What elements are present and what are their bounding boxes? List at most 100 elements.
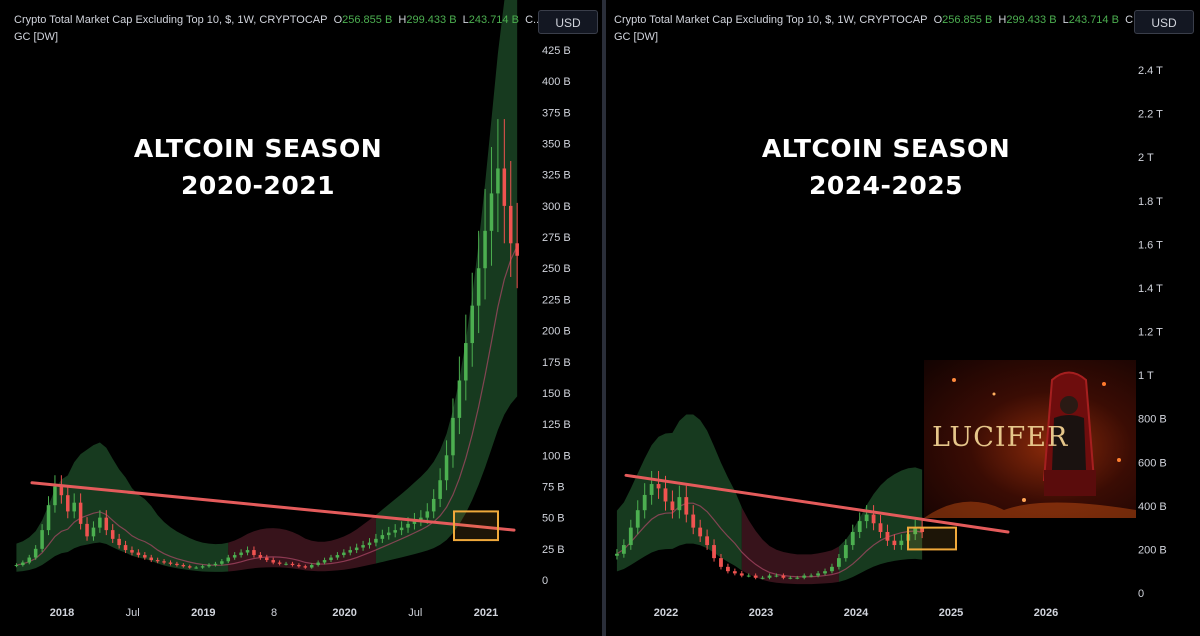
- currency-button[interactable]: USD: [1134, 10, 1194, 34]
- chart-svg-left[interactable]: 425 B 400 B 375 B 350 B 325 B 300 B 275 B 250 B…: [0, 0, 602, 636]
- candle-body: [830, 566, 834, 572]
- candle-body: [451, 417, 455, 456]
- poster-art: [924, 371, 1136, 518]
- chart-pane-right[interactable]: 2.4 T 2.2 T 2 T 1.8 T 1.6 T 1.4 T 1.2 T 1 T 800 …: [606, 0, 1200, 636]
- candle-body: [200, 566, 205, 568]
- candle-body: [864, 514, 869, 522]
- candle-body: [40, 530, 44, 549]
- candle-body: [802, 575, 807, 578]
- candle-body: [489, 193, 494, 231]
- legend-title: Crypto Total Market Cap Excluding Top 10…: [14, 14, 328, 26]
- candle-body: [684, 497, 689, 515]
- y-tick-label: 1.6 T: [1138, 239, 1163, 251]
- y-tick-label: 150 B: [542, 388, 571, 400]
- y-tick-label: 1.8 T: [1138, 196, 1163, 208]
- legend-open: 256.855 B: [342, 14, 393, 26]
- breakout-highlight-box: [907, 526, 957, 551]
- candle-body: [329, 557, 333, 561]
- candle-body: [284, 563, 288, 565]
- y-tick-label: 600 B: [1138, 457, 1167, 469]
- y-tick-label: 0: [542, 575, 548, 587]
- pane-divider[interactable]: [602, 0, 606, 636]
- candle-body: [367, 542, 372, 546]
- legend-indicator[interactable]: GC [DW]: [614, 31, 658, 43]
- candle-body: [361, 545, 365, 548]
- resistance-trendline: [624, 473, 1010, 534]
- candle-body: [297, 565, 301, 567]
- candle-body: [123, 545, 128, 551]
- chart-svg-right[interactable]: 2.4 T 2.2 T 2 T 1.8 T 1.6 T 1.4 T 1.2 T 1 T 800 …: [606, 0, 1200, 636]
- candle-body: [753, 575, 758, 578]
- candle-body: [419, 517, 423, 521]
- candle-body: [348, 550, 353, 553]
- candle-body: [322, 560, 327, 563]
- candle-body: [265, 557, 269, 561]
- y-tick-label: 125 B: [542, 419, 571, 431]
- y-tick-label: 25 B: [542, 544, 565, 556]
- candle-body: [843, 545, 848, 559]
- currency-button[interactable]: USD: [538, 10, 598, 34]
- y-tick-label: 1.4 T: [1138, 283, 1163, 295]
- candle-body: [496, 168, 500, 194]
- candle-body: [788, 577, 793, 579]
- y-tick-label: 425 B: [542, 45, 571, 57]
- y-tick-label: 2.4 T: [1138, 65, 1163, 77]
- candle-body: [258, 555, 263, 558]
- candle-body: [46, 505, 51, 531]
- candle-body: [232, 555, 237, 558]
- candle-body: [663, 488, 668, 502]
- candle-body: [213, 563, 218, 566]
- y-tick-label: 175 B: [542, 357, 571, 369]
- y-tick-label: 2 T: [1138, 152, 1154, 164]
- legend-left: Crypto Total Market Cap Excluding Top 10…: [14, 14, 543, 43]
- candle-body: [781, 575, 786, 578]
- channel-band-green: [375, 0, 518, 564]
- candle-body: [816, 573, 820, 576]
- y-tick-label: 75 B: [542, 481, 565, 493]
- y-tick-label: 200 B: [1138, 544, 1167, 556]
- candle-body: [464, 343, 468, 381]
- legend-low: 243.714 B: [468, 14, 519, 26]
- candle-body: [14, 565, 19, 567]
- candle-body: [635, 510, 640, 528]
- candle-body: [892, 540, 897, 546]
- candle-body: [732, 571, 737, 574]
- candle-body: [72, 502, 76, 512]
- candle-body: [920, 527, 925, 532]
- chart-pane-left[interactable]: 425 B 400 B 375 B 350 B 325 B 300 B 275 B 250 B…: [0, 0, 602, 636]
- candle-body: [656, 484, 661, 489]
- candle-body: [642, 494, 647, 511]
- y-tick-label: 400 B: [542, 76, 571, 88]
- candle-body: [277, 562, 282, 564]
- candle-body: [149, 557, 153, 561]
- resistance-trendline: [30, 481, 516, 532]
- breakout-highlight-box: [453, 510, 499, 542]
- candle-body: [85, 523, 89, 537]
- candle-body: [899, 540, 904, 546]
- candle-body: [117, 538, 121, 546]
- candle-body: [698, 527, 703, 537]
- candle-body: [271, 560, 275, 563]
- candle-body: [502, 168, 507, 206]
- candle-body: [760, 577, 765, 579]
- y-tick-label: 300 B: [542, 201, 571, 213]
- channel-midline: [616, 502, 923, 578]
- legend-high: 299.433 B: [406, 14, 457, 26]
- x-tick-label: 2020: [332, 607, 356, 619]
- legend-indicator[interactable]: GC [DW]: [14, 31, 58, 43]
- lucifer-poster-image: LUCIFER: [924, 360, 1136, 518]
- x-tick-label: 2018: [50, 607, 74, 619]
- x-tick-label: Jul: [126, 607, 140, 619]
- candle-body: [393, 530, 397, 533]
- candle-body: [136, 552, 141, 556]
- candle-body: [412, 520, 417, 524]
- candle-body: [220, 561, 224, 564]
- y-tick-label: 200 B: [542, 326, 571, 338]
- candle-body: [457, 380, 462, 418]
- candle-body: [104, 517, 109, 531]
- candle-body: [374, 538, 378, 543]
- candle-body: [226, 557, 231, 562]
- candle-body: [515, 243, 519, 256]
- candle-body: [33, 548, 38, 558]
- candle-body: [885, 531, 890, 541]
